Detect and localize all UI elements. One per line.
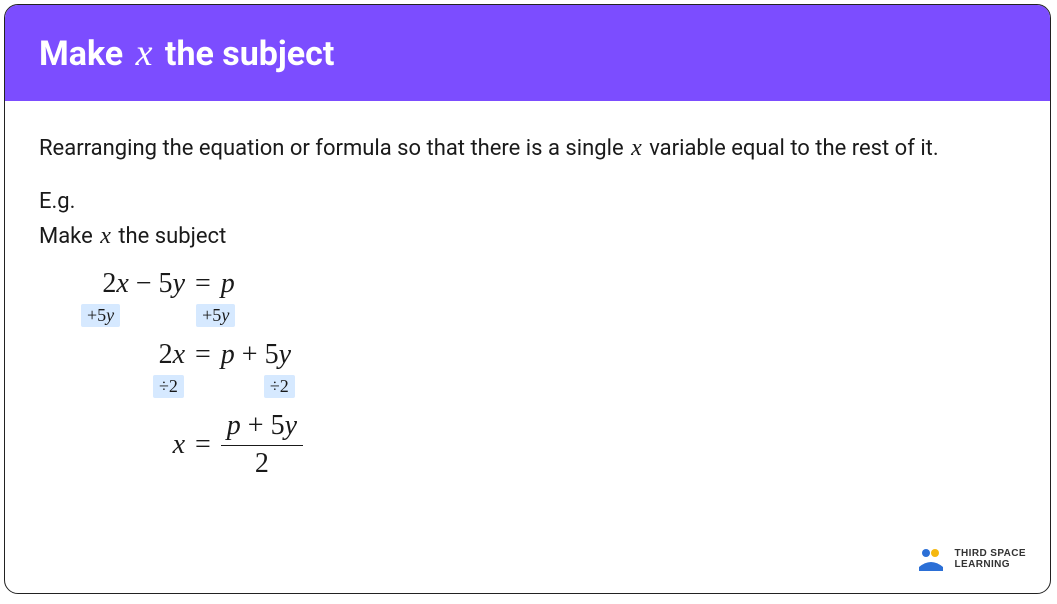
lesson-card: Make x the subject Rearranging the equat…: [4, 4, 1051, 594]
eq2-rhs: p + 5y: [221, 339, 291, 370]
logo-line1: THIRD SPACE: [955, 548, 1026, 560]
eq3-denominator: 2: [255, 446, 269, 480]
desc-part2: variable equal to the rest of it.: [644, 136, 939, 161]
example-block: E.g. Make x the subject: [39, 185, 1016, 254]
desc-part1: Rearranging the equation or formula so t…: [39, 136, 629, 161]
header-text-suffix: the subject: [156, 34, 334, 74]
header-variable: x: [132, 32, 157, 74]
eq2-lhs: 2x: [159, 339, 185, 370]
equation-line-2: 2x = p + 5y: [45, 339, 1016, 371]
equation-derivation: 2x − 5y = p +5y +5y 2x = p + 5y ÷2 ÷2: [45, 268, 1016, 479]
logo-icon: [915, 547, 947, 571]
eg-label: E.g.: [39, 185, 1016, 218]
header-text-prefix: Make: [39, 34, 132, 74]
equals-sign: =: [185, 268, 221, 300]
annotation-1-left: +5y: [81, 304, 120, 327]
eq1-rhs: p: [221, 268, 235, 299]
eq3-lhs: x: [173, 429, 185, 460]
logo-text: THIRD SPACE LEARNING: [955, 548, 1026, 571]
annotation-1-right: +5y: [196, 304, 235, 327]
description-text: Rearranging the equation or formula so t…: [39, 129, 1016, 167]
equals-sign: =: [185, 339, 221, 371]
equals-sign: =: [185, 429, 221, 461]
annotation-row-2: ÷2 ÷2: [45, 375, 1016, 398]
eq3-fraction: p + 5y 2: [221, 410, 303, 479]
annotation-2-right: ÷2: [264, 375, 295, 398]
card-header: Make x the subject: [5, 5, 1050, 101]
annotation-row-1: +5y +5y: [45, 304, 1016, 327]
eq3-numerator: p + 5y: [221, 410, 303, 445]
desc-variable: x: [629, 135, 644, 161]
brand-logo: THIRD SPACE LEARNING: [915, 547, 1026, 571]
card-content: Rearranging the equation or formula so t…: [5, 101, 1050, 480]
equation-line-1: 2x − 5y = p: [45, 268, 1016, 300]
equation-line-3: x = p + 5y 2: [45, 410, 1016, 479]
eg-prefix: Make: [39, 224, 98, 249]
eg-instruction: Make x the subject: [39, 218, 1016, 254]
annotation-2-left: ÷2: [153, 375, 184, 398]
logo-line2: LEARNING: [955, 559, 1026, 571]
eq1-lhs: 2x − 5y: [102, 268, 185, 299]
eg-suffix: the subject: [113, 224, 226, 249]
eg-variable: x: [98, 223, 113, 249]
